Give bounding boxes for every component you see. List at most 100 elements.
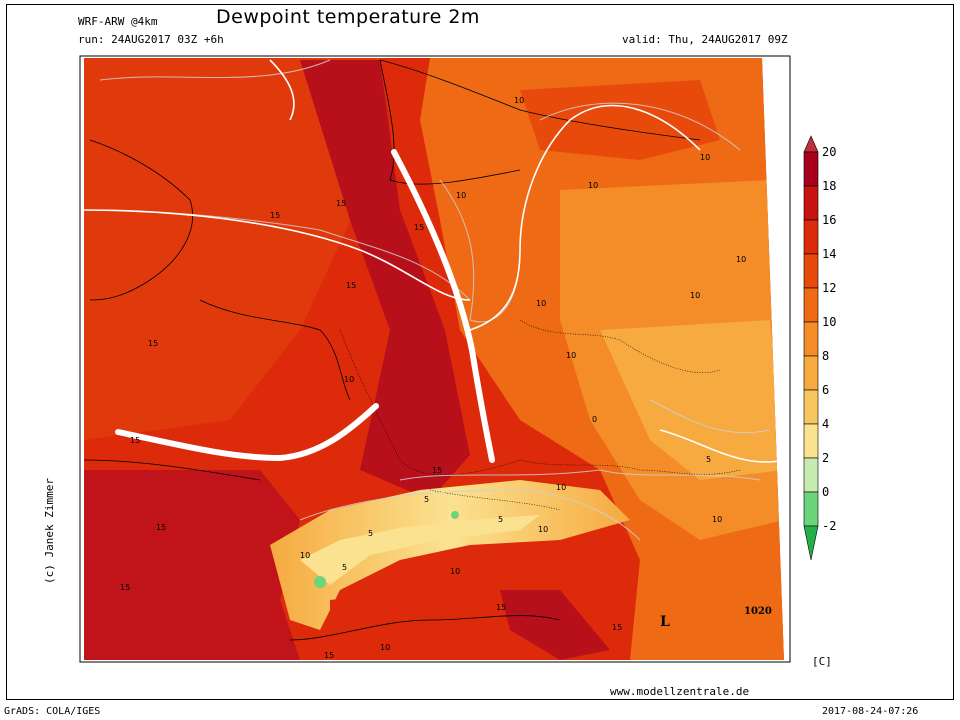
field-alps-cold [314,576,326,588]
label-15: 15 [414,223,424,232]
label-15: 15 [336,199,346,208]
coast-britain [89,139,193,301]
label-10: 10 [736,255,746,264]
label-10: 10 [300,551,310,560]
border-ch-it [429,489,561,511]
isobar-3 [659,429,785,463]
colorbar-segment [803,423,819,459]
border-at [519,459,741,475]
isodrosotherm-lines [89,59,771,541]
label-10: 10 [712,515,722,524]
coast-benelux [199,299,351,401]
colorbar-tick-label: 6 [822,383,830,397]
colorbar-tick-label: 20 [822,145,837,159]
coast-ligurian [289,615,561,641]
label-15: 15 [120,583,130,592]
grads-credit: GrADS: COLA/IGES [4,706,101,717]
label-10: 10 [700,153,710,162]
label-15: 15 [148,339,158,348]
colorbar-tick-label: 12 [822,281,837,295]
colorbar-segment [803,321,819,357]
label-15: 15 [324,651,334,660]
label-5: 5 [424,495,429,504]
field-pannonia [600,320,784,480]
contour-7 [649,399,771,434]
label-5: 5 [706,455,711,464]
isobar-4 [269,59,295,121]
coastlines [83,59,701,641]
contour-4 [539,102,741,151]
label-5: 5 [498,515,503,524]
field-alps-cold-2 [451,511,459,519]
contour-6 [299,489,641,541]
colorbar-tick-label: -2 [822,519,837,533]
label-10: 10 [514,96,524,105]
label-10: 10 [538,525,548,534]
label-10: 10 [344,375,354,384]
coast-denmark [379,59,521,185]
colorbar-tick-label: 14 [822,247,837,261]
label-10: 10 [536,299,546,308]
contour-5 [399,469,761,481]
label-10: 10 [380,643,390,652]
border-cz-pl [519,319,721,373]
colorbar-segment [803,185,819,221]
field-adriatic [500,590,610,660]
coast-biscay [83,459,261,481]
label-10: 10 [456,191,466,200]
low-pressure-marker: L [660,614,670,630]
isobars [83,59,785,463]
field-alps [270,480,630,630]
label-15: 15 [612,623,622,632]
field-alps-high [300,515,540,585]
coast-baltic [379,59,701,141]
map-field [84,58,784,660]
figure-frame [6,4,954,700]
field-moist-axis [300,60,470,500]
label-5: 5 [368,529,373,538]
field-atlantic [84,58,380,440]
field-baltic [520,80,720,160]
colorbar-segment [803,457,819,493]
colorbar-segment [803,355,819,391]
chart-title: Dewpoint temperature 2m [216,6,480,28]
colorbar-segment [803,287,819,323]
label-15: 15 [130,436,140,445]
colorbar-tick-label: 16 [822,213,837,227]
label-15: 15 [432,466,442,475]
label-15: 15 [156,523,166,532]
website-link[interactable]: www.modellzentrale.de [610,685,750,698]
colorbar-tick-label: 4 [822,417,830,431]
colorbar-unit: [C] [812,655,832,668]
label-10: 10 [450,567,460,576]
colorbar-segment [803,253,819,289]
field-south-west [84,470,300,660]
timestamp: 2017-08-24-07:26 [822,706,919,717]
label-10: 10 [566,351,576,360]
colorbar-tick-label: 10 [822,315,837,329]
colorbar-segment [803,151,819,187]
border-fr-de [339,329,521,476]
label-10: 10 [690,291,700,300]
valid-label: valid: Thu, 24AUG2017 09Z [622,33,788,46]
run-label: run: 24AUG2017 03Z +6h [78,33,224,46]
colorbar-segment [803,389,819,425]
label-0: 0 [592,415,597,424]
country-borders [339,319,741,511]
colorbar-segment [803,491,819,527]
front-east [391,149,495,463]
isobar-label-1020: 1020 [744,606,772,617]
colorbar-bottom-arrow [803,525,819,561]
colorbar-tick-label: 18 [822,179,837,193]
colorbar-tick-label: 0 [822,485,830,499]
label-15: 15 [270,211,280,220]
colorbar [803,135,819,561]
contour-labels: 15 15 15 15 15 15 15 15 15 15 15 15 10 1… [120,96,746,660]
colorbar-segment [803,219,819,255]
isobar-1 [83,209,471,301]
author-credit: (c) Janek Zimmer [43,478,56,584]
model-label: WRF-ARW @4km [78,15,158,28]
contour-1 [99,59,331,81]
colorbar-top-arrow [803,135,819,153]
label-5: 5 [342,563,347,572]
